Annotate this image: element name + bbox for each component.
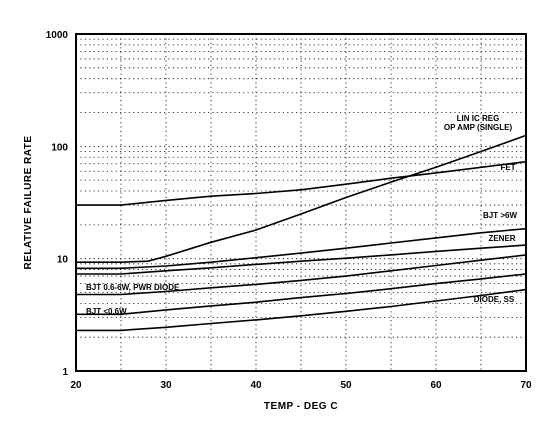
series-line-zener bbox=[76, 244, 527, 275]
series-line-fet bbox=[76, 160, 527, 206]
series-label-line: LIN IC REG bbox=[457, 114, 500, 123]
x-tick-label: 40 bbox=[250, 380, 262, 391]
x-tick-label: 50 bbox=[340, 380, 352, 391]
series-line-bjt-6w bbox=[76, 227, 527, 270]
series-label-line: ZENER bbox=[488, 234, 515, 243]
series-label-line: BJT >6W bbox=[483, 211, 517, 220]
tick-labels: 20 30 40 50 60 70 1 10 100 1000 bbox=[46, 30, 532, 391]
series-label-line: OP AMP (SINGLE) bbox=[444, 123, 513, 132]
series-label-line: BJT <0.6W bbox=[86, 307, 127, 316]
series-label-line: DIODE, SS bbox=[474, 295, 515, 304]
series-line-lin-ic-reg-op-amp-single bbox=[76, 134, 527, 264]
series-lines bbox=[76, 134, 527, 332]
series-line-bjt-0-6-6w-pwr-diode bbox=[76, 254, 527, 296]
series-label-diode-ss: DIODE, SS bbox=[474, 295, 515, 304]
series-label-bjt-0-6-6w-pwr-diode: BJT 0.6-6W, PWR DIODE bbox=[86, 283, 180, 292]
y-tick-label: 100 bbox=[51, 142, 68, 153]
x-tick-label: 60 bbox=[430, 380, 442, 391]
series-label-bjt-0-6w: BJT <0.6W bbox=[86, 307, 127, 316]
series-label-zener: ZENER bbox=[488, 234, 515, 243]
series-label-fet: FET bbox=[500, 163, 515, 172]
y-axis-label: RELATIVE FAILURE RATE bbox=[23, 135, 34, 269]
series-label-line: FET bbox=[500, 163, 515, 172]
x-tick-label: 70 bbox=[520, 380, 532, 391]
x-tick-label: 20 bbox=[70, 380, 82, 391]
series-label-bjt-6w: BJT >6W bbox=[483, 211, 517, 220]
series-labels: LIN IC REG OP AMP (SINGLE) FET BJT >6W ZENER… bbox=[86, 114, 517, 316]
series-line-bjt-0-6w bbox=[76, 273, 527, 316]
y-tick-label: 10 bbox=[57, 255, 69, 266]
x-axis-label: TEMP - DEG C bbox=[264, 401, 338, 412]
y-tick-label: 1 bbox=[62, 367, 68, 378]
x-tick-label: 30 bbox=[160, 380, 172, 391]
series-label-lin-ic-reg-op-amp-single: LIN IC REG OP AMP (SINGLE) bbox=[444, 114, 513, 132]
series-label-line: BJT 0.6-6W, PWR DIODE bbox=[86, 283, 180, 292]
y-tick-label: 1000 bbox=[46, 30, 69, 41]
plot-frame bbox=[75, 33, 527, 372]
series-line-diode-ss bbox=[76, 288, 527, 332]
